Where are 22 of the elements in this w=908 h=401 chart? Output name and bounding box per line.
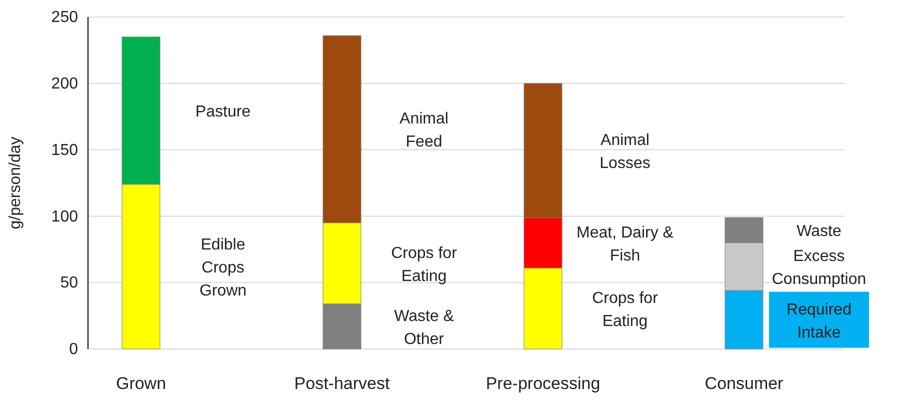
text: Animal Feed: [400, 110, 448, 151]
text: Edible Crops Grown: [199, 236, 247, 300]
text: Animal Losses: [600, 132, 650, 172]
y-tick-label: 100: [51, 208, 78, 226]
x-tick-label: Grown: [116, 374, 166, 394]
y-tick-label: 150: [51, 142, 78, 159]
series-label: Crops for Eating: [391, 244, 458, 285]
y-tick-label: 0: [69, 341, 78, 358]
text: Pasture: [195, 104, 251, 121]
y-tick-label: 200: [51, 76, 78, 93]
x-tick-label: Pre-processing: [486, 374, 600, 394]
y-axis-title: g/person/day: [7, 136, 24, 230]
series-label: Required Intake: [786, 301, 852, 342]
y-tick-label: 250: [51, 9, 78, 26]
text: Waste: [796, 223, 842, 240]
y-tick-label: 50: [60, 274, 78, 292]
series-label: Meat, Dairy & Fish: [576, 224, 674, 264]
x-tick-label: Post-harvest: [294, 374, 390, 394]
text: Waste & Other: [394, 308, 454, 348]
series-label: Crops for Eating: [592, 290, 659, 330]
series-label: Excess Consumption: [772, 248, 866, 288]
x-tick-label: Consumer: [704, 374, 784, 394]
